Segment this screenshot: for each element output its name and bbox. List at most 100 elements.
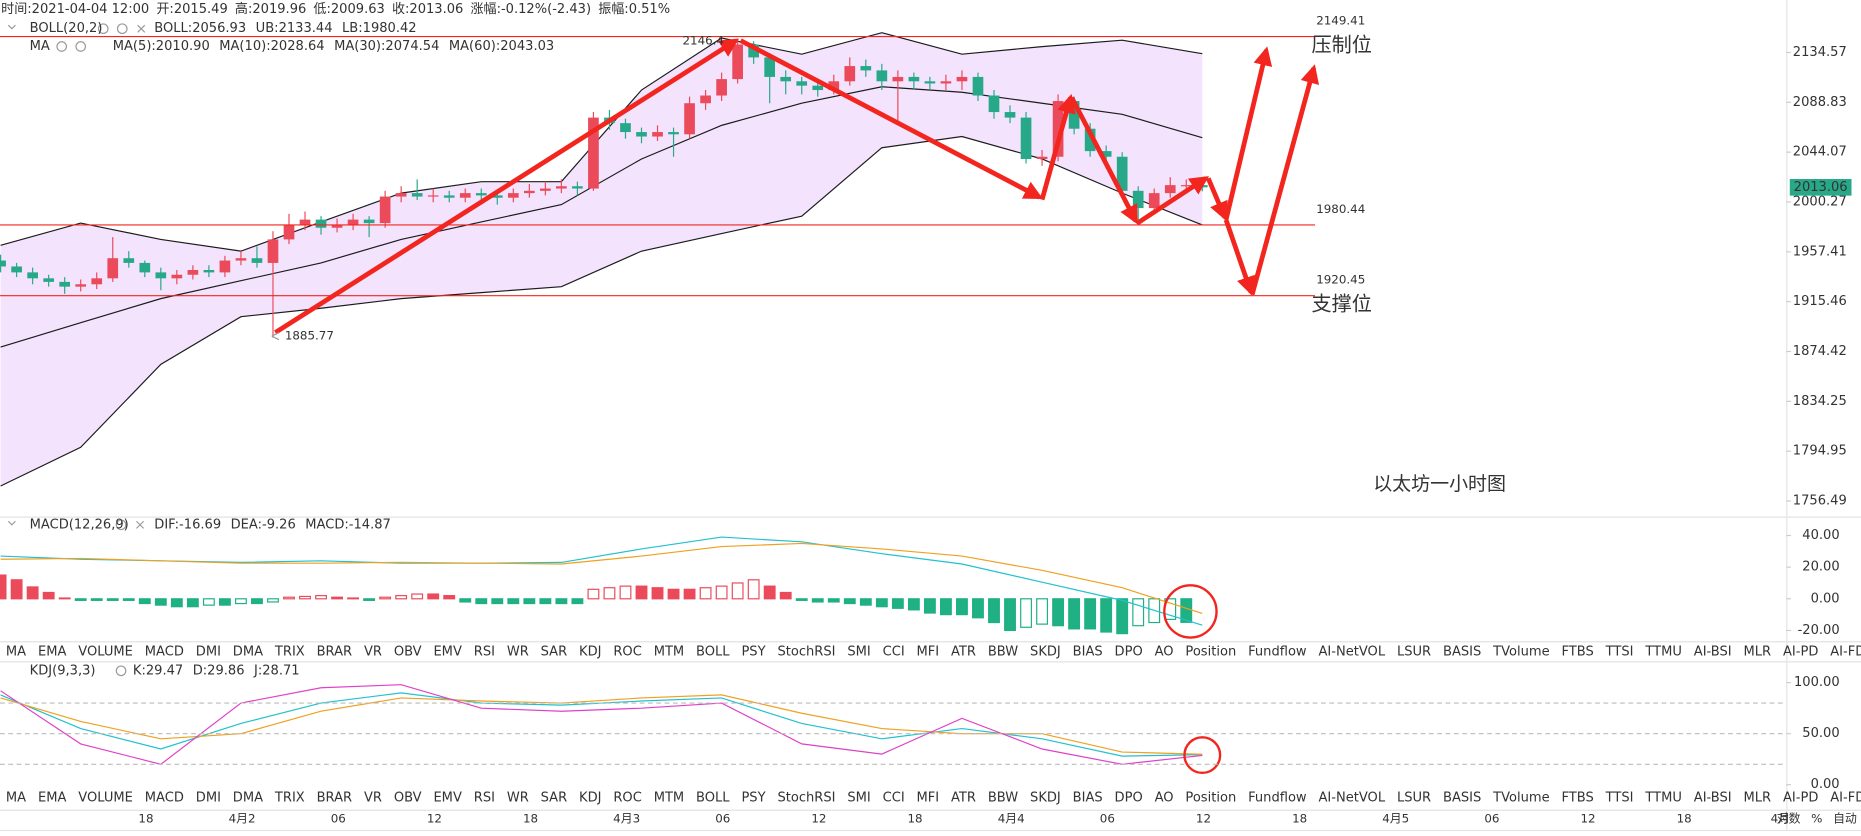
indicator-tab[interactable]: BOLL	[696, 644, 730, 659]
indicator-tab[interactable]: DMA	[233, 790, 263, 805]
indicator-tab[interactable]: DPO	[1115, 790, 1143, 805]
indicator-tab[interactable]: BASIS	[1443, 790, 1481, 805]
indicator-tab[interactable]: Fundflow	[1248, 790, 1307, 805]
indicator-tab[interactable]: AI-PD	[1783, 644, 1818, 659]
indicator-tab[interactable]: DMI	[196, 644, 221, 659]
candle-body	[684, 103, 695, 135]
indicator-tab[interactable]: RSI	[474, 790, 495, 805]
indicator-tab[interactable]: MFI	[917, 790, 940, 805]
indicator-tab[interactable]: TVolume	[1492, 644, 1550, 659]
indicator-tab[interactable]: MACD	[145, 790, 184, 805]
indicator-tab[interactable]: EMA	[38, 644, 67, 659]
indicator-tab[interactable]: ROC	[613, 644, 641, 659]
indicator-tab[interactable]: AI-FDI	[1830, 790, 1861, 805]
time-label: 18	[523, 812, 538, 826]
indicator-tab[interactable]: MTM	[654, 790, 684, 805]
indicator-tab[interactable]: DMI	[196, 790, 221, 805]
indicator-tab[interactable]: SKDJ	[1030, 790, 1061, 805]
indicator-tab[interactable]: TTMU	[1644, 790, 1682, 805]
axis-mode[interactable]: 自动	[1833, 812, 1857, 826]
indicator-tab[interactable]: EMV	[433, 644, 462, 659]
indicator-tab[interactable]: AO	[1155, 790, 1174, 805]
indicator-tab[interactable]: SAR	[541, 644, 568, 659]
indicator-tab[interactable]: TRIX	[274, 790, 305, 805]
indicator-tab[interactable]: FTBS	[1562, 790, 1594, 805]
indicator-tab[interactable]: TTSI	[1605, 790, 1634, 805]
band-lower	[0, 135, 1203, 487]
indicator-tab[interactable]: SMI	[847, 790, 870, 805]
indicator-tab[interactable]: PSY	[741, 790, 765, 805]
indicator-tab[interactable]: RSI	[474, 644, 495, 659]
indicator-tab[interactable]: StochRSI	[777, 644, 835, 659]
indicator-tab[interactable]: BIAS	[1073, 644, 1103, 659]
indicator-tab[interactable]: SKDJ	[1030, 644, 1061, 659]
indicator-tab[interactable]: OBV	[394, 644, 422, 659]
indicator-tab[interactable]: VR	[364, 790, 382, 805]
indicator-tab[interactable]: MLR	[1744, 644, 1772, 659]
indicator-tab[interactable]: KDJ	[579, 790, 601, 805]
indicator-tab[interactable]: OBV	[394, 790, 422, 805]
indicator-tab[interactable]: TTMU	[1644, 644, 1682, 659]
indicator-tab[interactable]: BASIS	[1443, 644, 1481, 659]
time-label: 18	[908, 812, 923, 826]
indicator-tab[interactable]: MLR	[1744, 790, 1772, 805]
indicator-tab[interactable]: BBW	[988, 790, 1018, 805]
indicator-tab[interactable]: ATR	[951, 644, 976, 659]
indicator-tab[interactable]: Fundflow	[1248, 644, 1307, 659]
indicator-tab[interactable]: AI-PD	[1783, 790, 1818, 805]
indicator-tab[interactable]: StochRSI	[777, 790, 835, 805]
indicator-tab[interactable]: LSUR	[1397, 644, 1431, 659]
indicator-tab[interactable]: MACD	[145, 644, 184, 659]
y-tick-label: 1957.41	[1793, 244, 1847, 259]
indicator-tab[interactable]: VOLUME	[78, 790, 133, 805]
indicator-tab[interactable]: FTBS	[1562, 644, 1594, 659]
indicator-tab[interactable]: EMV	[433, 790, 462, 805]
indicator-tab[interactable]: EMA	[38, 790, 67, 805]
histogram-bar	[10, 579, 23, 600]
indicator-tab[interactable]: KDJ	[579, 644, 601, 659]
indicator-tab[interactable]: TVolume	[1492, 790, 1550, 805]
indicator-tab[interactable]: MA	[6, 790, 26, 805]
indicator-tab[interactable]: DMA	[233, 644, 263, 659]
indicator-tab[interactable]: Position	[1185, 790, 1236, 805]
indicator-tab[interactable]: AI-NetVOL	[1318, 644, 1385, 659]
indicator-tab[interactable]: VR	[364, 644, 382, 659]
indicator-tab[interactable]: TTSI	[1605, 644, 1634, 659]
axis-mode[interactable]: 对数	[1777, 812, 1801, 826]
indicator-tab[interactable]: MA	[6, 644, 26, 659]
time-label: 18	[1292, 812, 1307, 826]
highlight-circle	[1163, 584, 1218, 639]
indicator-tab[interactable]: CCI	[883, 790, 905, 805]
indicator-tab[interactable]: AI-NetVOL	[1318, 790, 1385, 805]
axis-mode[interactable]: %	[1811, 812, 1822, 826]
indicator-tab[interactable]: AI-FDI	[1830, 644, 1861, 659]
histogram-bar	[715, 585, 728, 600]
indicator-tab[interactable]: CCI	[883, 644, 905, 659]
indicator-tab[interactable]: TRIX	[274, 644, 305, 659]
indicator-tab[interactable]: LSUR	[1397, 790, 1431, 805]
y-tick-label: 1834.25	[1793, 394, 1847, 409]
indicator-tab[interactable]: BIAS	[1073, 790, 1103, 805]
indicator-tab[interactable]: SMI	[847, 644, 870, 659]
indicator-tab[interactable]: MFI	[917, 644, 940, 659]
indicator-tab[interactable]: SAR	[541, 790, 568, 805]
indicator-tab[interactable]: AI-BSI	[1694, 790, 1732, 805]
histogram-bar	[523, 598, 536, 605]
indicator-tab[interactable]: PSY	[741, 644, 765, 659]
histogram-bar	[443, 595, 456, 600]
indicator-tab[interactable]: AI-BSI	[1694, 644, 1732, 659]
indicator-tab[interactable]: ROC	[613, 790, 641, 805]
indicator-tab[interactable]: DPO	[1115, 644, 1143, 659]
indicator-tab[interactable]: BOLL	[696, 790, 730, 805]
level-label: 1920.45	[1316, 273, 1365, 287]
indicator-tab[interactable]: BBW	[988, 644, 1018, 659]
indicator-tab[interactable]: VOLUME	[78, 644, 133, 659]
indicator-tab[interactable]: MTM	[654, 644, 684, 659]
indicator-tab[interactable]: BRAR	[317, 644, 352, 659]
indicator-tab[interactable]: WR	[507, 790, 529, 805]
indicator-tab[interactable]: Position	[1185, 644, 1236, 659]
indicator-tab[interactable]: WR	[507, 644, 529, 659]
indicator-tab[interactable]: BRAR	[317, 790, 352, 805]
indicator-tab[interactable]: AO	[1155, 644, 1174, 659]
indicator-tab[interactable]: ATR	[951, 790, 976, 805]
